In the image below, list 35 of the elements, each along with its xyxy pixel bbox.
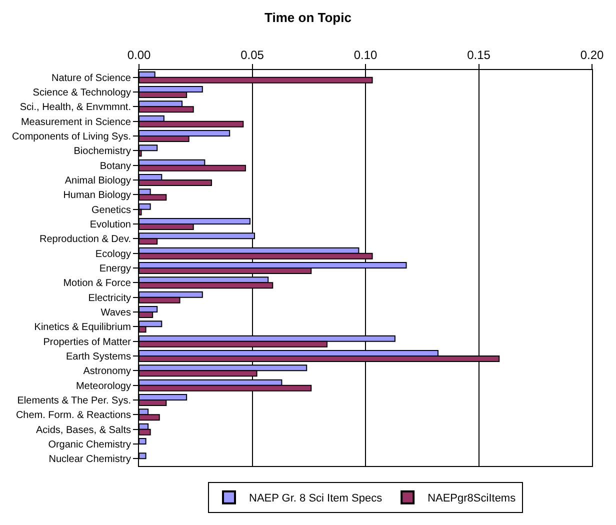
chart-title: Time on Topic (264, 10, 352, 26)
y-tick-label: Earth Systems (66, 352, 131, 362)
y-tick-label: Meteorology (76, 380, 131, 392)
y-tick-label: Astronomy (83, 366, 131, 378)
x-tick-label: 0.20 (580, 48, 604, 62)
y-tick-label: Components of Living Sys. (12, 132, 131, 142)
y-tick-label: Science & Technology (32, 88, 131, 98)
y-tick-label: Kinetics & Equilibrium (34, 322, 131, 334)
y-tick-label: Ecology (95, 248, 131, 260)
x-tick-label: 0.10 (354, 48, 378, 62)
y-tick-label: Reproduction & Dev. (39, 234, 131, 246)
y-tick-label: Measurement in Science (20, 116, 132, 128)
y-tick-label: Evolution (90, 220, 131, 230)
y-tick-label: Sci., Health, & Envmmnt. (20, 102, 131, 114)
y-tick-label: Genetics (92, 204, 131, 216)
x-tick-label: 0.05 (240, 48, 264, 62)
y-tick-label: Elements & The Per. Sys. (17, 396, 131, 406)
legend-label: NAEPgr8SciItems (428, 492, 516, 505)
y-tick-label: Animal Biology (64, 176, 131, 186)
y-tick-label: Organic Chemistry (48, 440, 131, 450)
y-tick-label: Energy (99, 264, 131, 274)
y-tick-label: Botany (100, 160, 131, 172)
y-tick-label: Motion & Force (63, 278, 132, 290)
y-tick-label: Biochemistry (74, 146, 131, 158)
x-tick-label: 0.00 (127, 48, 151, 62)
y-tick-label: Chem. Form. & Reactions (16, 410, 131, 422)
y-tick-label: Electricity (88, 292, 131, 304)
x-tick-label: 0.15 (467, 48, 491, 62)
y-tick-label: Nature of Science (52, 72, 132, 84)
y-tick-label: Nuclear Chemistry (48, 454, 131, 466)
y-tick-label: Waves (100, 308, 131, 318)
y-tick-label: Human Biology (63, 190, 131, 202)
y-tick-label: Properties of Matter (43, 336, 132, 348)
y-tick-label: Acids, Bases, & Salts (36, 424, 131, 436)
legend-label: NAEP Gr. 8 Sci Item Specs (249, 492, 383, 505)
